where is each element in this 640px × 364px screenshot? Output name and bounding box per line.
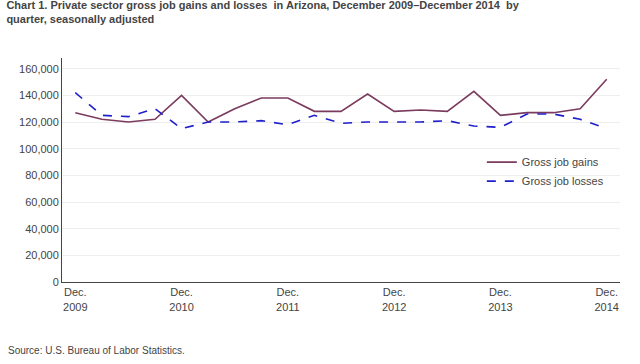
svg-text:Dec.2013: Dec.2013 [488,286,512,312]
svg-text:80,000: 80,000 [25,169,59,181]
svg-text:Source: U.S. Bureau of Labor S: Source: U.S. Bureau of Labor Statistics. [8,345,185,356]
svg-text:120,000: 120,000 [19,116,59,128]
svg-text:Dec.2009: Dec.2009 [63,286,87,312]
svg-text:Dec.2011: Dec.2011 [276,286,300,312]
svg-text:Chart 1. Private sector gross: Chart 1. Private sector gross job gains … [6,0,519,25]
svg-text:Gross job gains: Gross job gains [522,156,599,168]
svg-text:140,000: 140,000 [19,89,59,101]
svg-text:20,000: 20,000 [25,249,59,261]
svg-text:Dec.2012: Dec.2012 [382,286,406,312]
svg-text:0: 0 [53,276,59,288]
svg-text:40,000: 40,000 [25,223,59,235]
svg-text:60,000: 60,000 [25,196,59,208]
svg-text:Dec.2014: Dec.2014 [594,286,618,312]
svg-text:Dec.2010: Dec.2010 [169,286,193,312]
svg-text:100,000: 100,000 [19,143,59,155]
svg-text:160,000: 160,000 [19,63,59,75]
svg-text:Gross job losses: Gross job losses [522,175,604,187]
